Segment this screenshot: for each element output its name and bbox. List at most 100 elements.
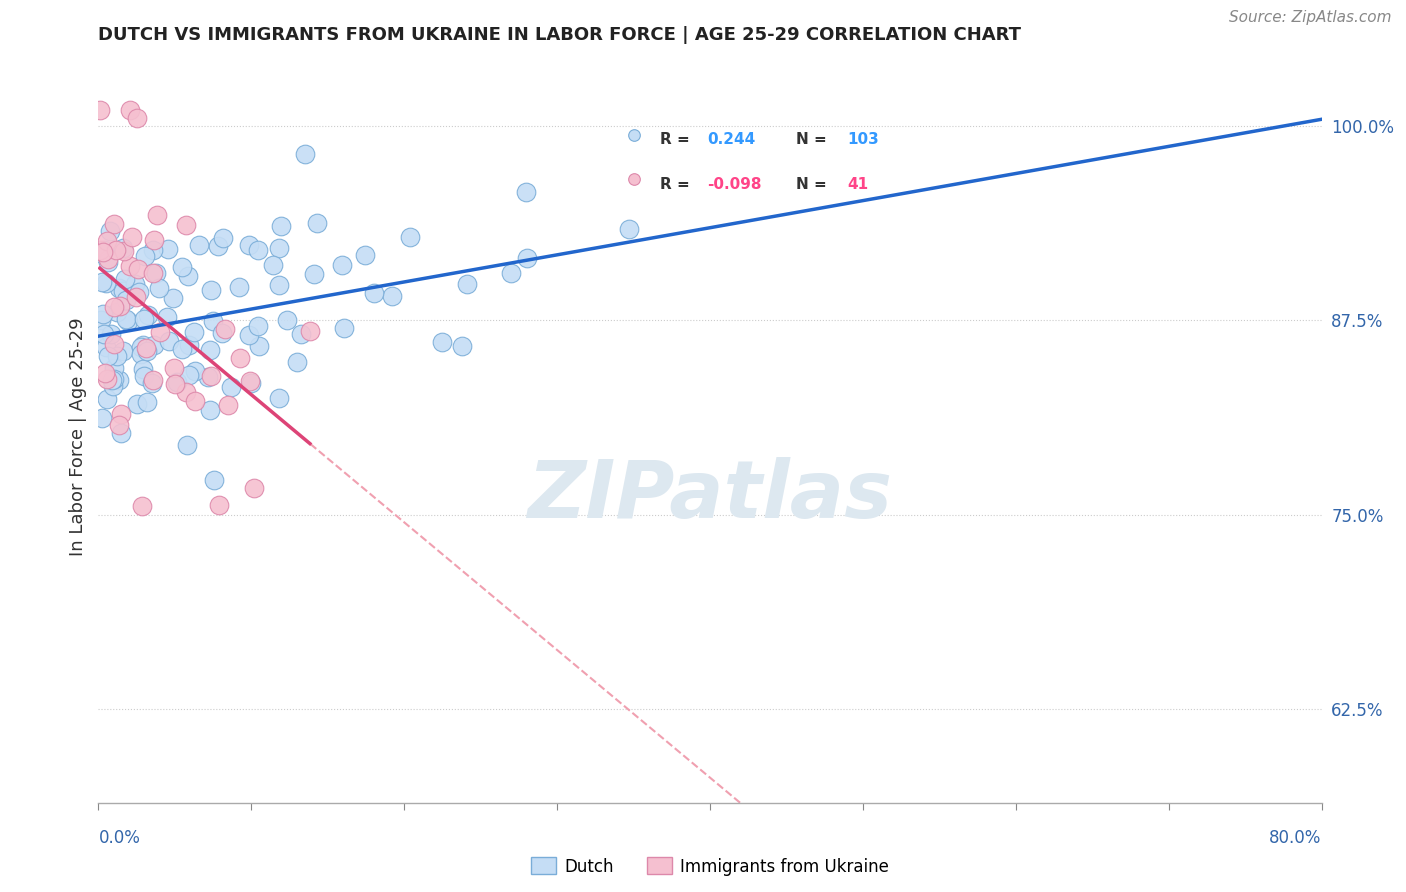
- Point: [89, 246, 111, 260]
- Point: [97, 255, 120, 269]
- Point: [134, 249, 156, 263]
- Text: 0.244: 0.244: [707, 132, 756, 147]
- Point: [240, 376, 263, 390]
- Point: [197, 370, 219, 384]
- Point: [135, 341, 157, 355]
- Point: [125, 289, 148, 303]
- Point: [148, 281, 170, 295]
- Point: [103, 361, 125, 376]
- Point: [132, 338, 155, 352]
- Point: [381, 289, 404, 303]
- Point: [101, 373, 124, 387]
- Point: [96, 234, 118, 248]
- Point: [143, 338, 166, 352]
- Point: [156, 310, 179, 325]
- Point: [103, 337, 125, 351]
- Point: [166, 376, 188, 390]
- Point: [149, 325, 172, 339]
- Point: [131, 499, 153, 513]
- Point: [103, 378, 125, 392]
- Point: [121, 229, 143, 244]
- Point: [170, 260, 193, 275]
- Point: [170, 343, 193, 357]
- Point: [157, 334, 180, 349]
- Point: [132, 369, 155, 384]
- Point: [262, 258, 284, 272]
- Text: R =: R =: [659, 132, 689, 147]
- Point: [90, 312, 112, 326]
- Point: [294, 147, 316, 161]
- Point: [188, 238, 211, 252]
- Point: [290, 326, 312, 341]
- Point: [89, 243, 111, 257]
- Point: [90, 410, 112, 425]
- Point: [243, 481, 266, 495]
- Point: [267, 278, 290, 293]
- Text: DUTCH VS IMMIGRANTS FROM UKRAINE IN LABOR FORCE | AGE 25-29 CORRELATION CHART: DUTCH VS IMMIGRANTS FROM UKRAINE IN LABO…: [98, 26, 1021, 44]
- Point: [201, 314, 224, 328]
- Point: [176, 218, 198, 232]
- Point: [198, 403, 221, 417]
- Point: [111, 343, 134, 358]
- Point: [276, 312, 298, 326]
- Point: [114, 311, 136, 326]
- Point: [221, 380, 243, 394]
- Point: [108, 373, 131, 387]
- Point: [174, 385, 197, 400]
- Point: [305, 216, 328, 230]
- Point: [270, 219, 292, 234]
- Point: [177, 368, 200, 383]
- Point: [105, 305, 128, 319]
- Point: [110, 426, 132, 441]
- Point: [135, 395, 157, 409]
- Point: [456, 277, 478, 291]
- Point: [127, 111, 149, 125]
- Point: [183, 394, 205, 409]
- Point: [249, 339, 271, 353]
- Point: [120, 259, 142, 273]
- Point: [247, 319, 270, 334]
- Point: [108, 281, 131, 295]
- Point: [93, 243, 115, 257]
- Point: [211, 231, 233, 245]
- Point: [96, 372, 118, 386]
- Text: 0.0%: 0.0%: [98, 829, 141, 847]
- Point: [399, 230, 422, 244]
- Point: [247, 244, 270, 258]
- Point: [163, 360, 186, 375]
- Point: [333, 320, 356, 334]
- Point: [104, 243, 127, 257]
- Point: [228, 351, 250, 365]
- Point: [214, 321, 236, 335]
- Point: [105, 350, 128, 364]
- Point: [156, 242, 179, 256]
- Text: N =: N =: [796, 177, 827, 192]
- Text: R =: R =: [659, 177, 689, 192]
- Y-axis label: In Labor Force | Age 25-29: In Labor Force | Age 25-29: [69, 318, 87, 557]
- Point: [217, 398, 239, 412]
- Point: [117, 314, 139, 328]
- Text: ZIPatlas: ZIPatlas: [527, 457, 893, 534]
- Point: [516, 251, 538, 265]
- Text: -0.098: -0.098: [707, 177, 762, 192]
- Point: [451, 338, 474, 352]
- Point: [94, 366, 117, 380]
- Legend: Dutch, Immigrants from Ukraine: Dutch, Immigrants from Ukraine: [524, 851, 896, 882]
- Point: [127, 397, 149, 411]
- Point: [103, 372, 125, 386]
- Point: [267, 391, 290, 405]
- Point: [198, 343, 221, 357]
- Point: [103, 300, 125, 314]
- Point: [239, 375, 262, 389]
- Point: [228, 280, 250, 294]
- Point: [623, 128, 645, 142]
- Point: [108, 418, 131, 433]
- Point: [128, 285, 150, 300]
- Point: [108, 299, 131, 313]
- Point: [127, 262, 149, 277]
- Text: Source: ZipAtlas.com: Source: ZipAtlas.com: [1229, 11, 1392, 25]
- Point: [97, 349, 120, 363]
- Point: [96, 276, 118, 290]
- Point: [91, 275, 114, 289]
- Point: [94, 340, 117, 354]
